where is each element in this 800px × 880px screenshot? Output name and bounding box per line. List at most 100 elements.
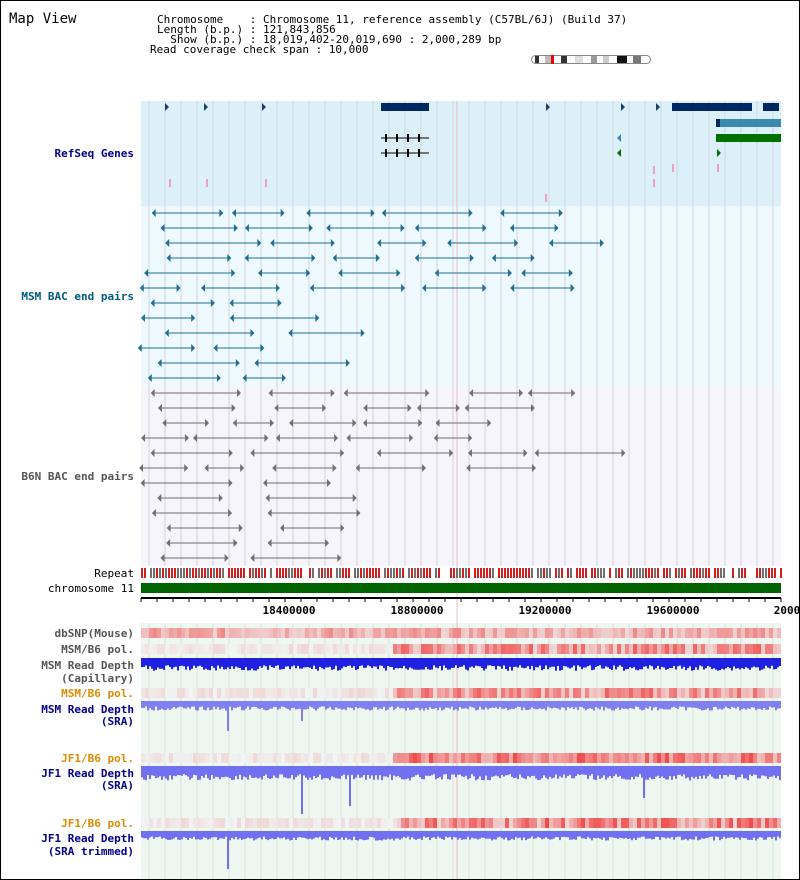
read-depth-bar (485, 831, 487, 839)
read-depth-bar (179, 766, 181, 776)
bac-end-marker (487, 419, 492, 427)
polymorphism-cell (513, 688, 517, 698)
polymorphism-cell (545, 644, 549, 654)
read-depth-bar (777, 831, 779, 837)
polymorphism-cell (361, 753, 365, 763)
read-depth-bar (737, 766, 739, 778)
polymorphism-cell (653, 644, 657, 654)
read-depth-bar (273, 701, 275, 707)
read-depth-bar (727, 831, 729, 838)
bac-end-marker (191, 314, 196, 322)
read-depth-bar (265, 766, 267, 775)
read-depth-bar (419, 658, 421, 670)
read-depth-bar (765, 701, 767, 710)
repeat-segment (774, 568, 776, 578)
polymorphism-cell (625, 628, 629, 638)
polymorphism-cell (609, 818, 613, 828)
read-depth-bar (529, 766, 531, 778)
read-depth-bar (447, 766, 449, 780)
polymorphism-cell (341, 818, 345, 828)
polymorphism-cell (597, 818, 601, 828)
polymorphism-cell (297, 688, 301, 698)
polymorphism-cell (413, 688, 417, 698)
polymorphism-cell (277, 688, 281, 698)
read-depth-bar (671, 701, 673, 708)
read-depth-bar (449, 658, 451, 670)
read-depth-bar (477, 831, 479, 840)
read-depth-bar (273, 766, 275, 776)
polymorphism-cell (425, 644, 429, 654)
polymorphism-cell (225, 644, 229, 654)
read-depth-bar (483, 831, 485, 838)
polymorphism-cell (561, 753, 565, 763)
polymorphism-cell (461, 628, 465, 638)
read-depth-bar (689, 766, 691, 781)
read-depth-bar (601, 658, 603, 669)
read-depth-bar (605, 766, 607, 780)
read-depth-bar (443, 658, 445, 666)
read-depth-bar (331, 658, 333, 670)
read-depth-bar (315, 831, 317, 838)
read-depth-bar (327, 658, 329, 668)
read-depth-bar (729, 831, 731, 838)
read-depth-bar (513, 701, 515, 709)
read-depth-bar (477, 766, 479, 780)
info-show-range: Show (b.p.) : 18,019,402-20,019,690 : 2,… (157, 33, 502, 46)
bac-end-marker (407, 404, 412, 412)
read-depth-bar (431, 658, 433, 670)
read-depth-bar (659, 701, 661, 709)
bac-end-marker (150, 389, 155, 397)
read-depth-bar (493, 701, 495, 709)
polymorphism-cell (745, 688, 749, 698)
read-depth-bar (639, 658, 641, 670)
polymorphism-cell (417, 688, 421, 698)
polymorphism-cell (389, 688, 393, 698)
polymorphism-cell (553, 688, 557, 698)
bac-end-marker (375, 254, 380, 262)
read-depth-bar (763, 701, 765, 709)
read-depth-bar (769, 766, 771, 777)
polymorphism-cell (285, 644, 289, 654)
polymorphism-cell (281, 753, 285, 763)
bac-end-marker (568, 269, 573, 277)
polymorphism-cell (601, 688, 605, 698)
read-depth-bar (637, 831, 639, 838)
polymorphism-cell (589, 818, 593, 828)
polymorphism-cell (385, 753, 389, 763)
read-depth-bar (183, 658, 185, 667)
read-depth-bar (209, 831, 211, 839)
snp-mark (545, 194, 547, 202)
read-depth-bar (663, 766, 665, 779)
read-depth-bar (637, 701, 639, 707)
read-depth-bar (695, 831, 697, 837)
read-depth-bar (773, 658, 775, 670)
read-depth-bar (557, 766, 559, 779)
read-depth-bar (503, 658, 505, 666)
polymorphism-cell (489, 644, 493, 654)
polymorphism-cell (209, 688, 213, 698)
read-depth-bar (211, 766, 213, 776)
read-depth-bar (507, 701, 509, 711)
polymorphism-cell (529, 628, 533, 638)
repeat-segment (756, 568, 758, 578)
polymorphism-cell (205, 818, 209, 828)
polymorphism-cell (665, 753, 669, 763)
polymorphism-cell (461, 753, 465, 763)
read-depth-bar (775, 766, 777, 779)
read-depth-bar (685, 766, 687, 779)
polymorphism-cell (321, 818, 325, 828)
read-depth-bar (691, 658, 693, 671)
read-depth-bar (407, 658, 409, 670)
read-depth-bar (293, 831, 295, 838)
read-depth-bar (497, 701, 499, 709)
polymorphism-cell (301, 753, 305, 763)
chromosome-ideogram[interactable] (531, 54, 651, 64)
read-depth-bar (161, 701, 163, 709)
read-depth-bar (723, 701, 725, 709)
polymorphism-cell (397, 818, 401, 828)
read-depth-bar (625, 701, 627, 709)
read-depth-bar (361, 701, 363, 709)
read-depth-bar (277, 831, 279, 838)
polymorphism-cell (749, 688, 753, 698)
